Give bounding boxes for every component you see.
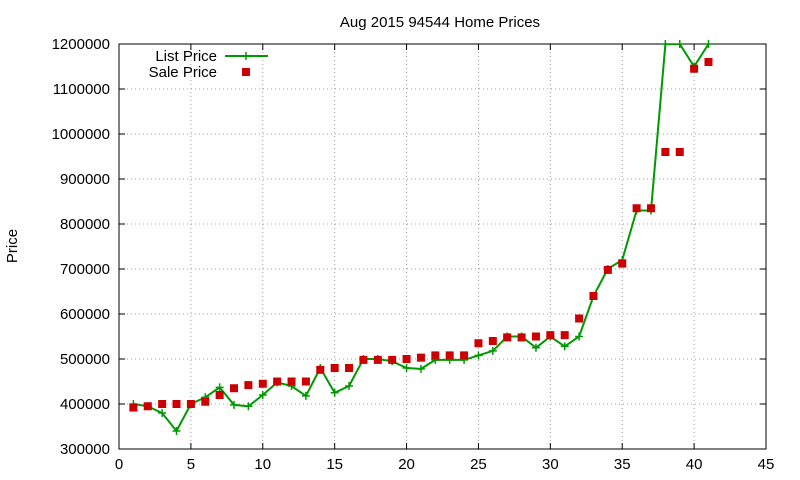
sale-price-point bbox=[704, 58, 713, 66]
sale-price-point bbox=[517, 333, 526, 342]
sale-price-point bbox=[215, 391, 224, 399]
plot-frame bbox=[118, 43, 767, 450]
sale-price-point bbox=[359, 355, 368, 364]
x-tick-label: 10 bbox=[254, 456, 271, 473]
list-price-point bbox=[402, 364, 411, 372]
plot-area bbox=[129, 40, 713, 435]
y-tick-label: 900000 bbox=[60, 171, 110, 188]
sale-price-point bbox=[646, 204, 655, 213]
x-tick-label: 40 bbox=[686, 456, 703, 473]
sale-price-point bbox=[431, 351, 440, 360]
y-tick-label: 500000 bbox=[60, 351, 110, 368]
legend-list-price-label: List Price bbox=[155, 48, 217, 65]
sale-price-point bbox=[661, 148, 670, 156]
sale-price-point bbox=[546, 331, 555, 340]
list-price-point bbox=[330, 388, 339, 397]
sale-price-point bbox=[618, 259, 627, 268]
y-tick-label: 300000 bbox=[60, 441, 110, 458]
x-tick-label: 45 bbox=[758, 456, 775, 473]
y-tick-label: 1100000 bbox=[53, 81, 110, 98]
sale-price-point bbox=[244, 381, 253, 390]
axes: 0 5 10 15 20 25 30 35 40 45 300000 400000 500000 6000… bbox=[52, 36, 775, 473]
sale-price-point bbox=[690, 64, 699, 73]
x-tick-label: 0 bbox=[115, 456, 123, 473]
list-price-point bbox=[158, 409, 167, 417]
y-tick-label: 400000 bbox=[60, 396, 110, 413]
sale-price-point bbox=[316, 365, 325, 374]
list-price-point bbox=[560, 342, 569, 351]
sale-price-point bbox=[258, 379, 267, 388]
list-price-point bbox=[345, 382, 354, 390]
sale-price-point bbox=[474, 339, 483, 348]
sale-price-point bbox=[345, 364, 354, 372]
sale-price-point bbox=[129, 403, 138, 412]
sale-price-point bbox=[488, 337, 497, 345]
sale-price-point bbox=[301, 377, 310, 386]
y-tick-label: 1000000 bbox=[52, 126, 110, 143]
legend-sale-price-label: Sale Price bbox=[149, 64, 217, 81]
sale-price-point bbox=[560, 331, 569, 340]
list-price-point bbox=[230, 400, 239, 409]
sale-price-point bbox=[445, 351, 454, 360]
sale-price-point bbox=[675, 148, 684, 156]
sale-price-point bbox=[416, 353, 425, 362]
sale-price-point bbox=[287, 377, 296, 386]
chart-title: Aug 2015 94544 Home Prices bbox=[340, 14, 540, 31]
y-tick-label: 800000 bbox=[60, 216, 110, 233]
sale-price-point bbox=[143, 402, 152, 411]
list-price-point bbox=[416, 364, 425, 373]
x-tick-label: 25 bbox=[470, 456, 487, 473]
sale-price-point bbox=[589, 292, 598, 300]
list-price-point bbox=[215, 383, 224, 392]
y-tick-label: 600000 bbox=[60, 306, 110, 323]
list-price-point bbox=[474, 351, 483, 360]
list-price-point bbox=[661, 40, 670, 48]
sale-price-point bbox=[330, 364, 339, 372]
x-tick-label: 35 bbox=[614, 456, 631, 473]
sale-price-point bbox=[531, 332, 540, 341]
x-tick-label: 20 bbox=[398, 456, 415, 473]
x-tick-label: 5 bbox=[187, 456, 195, 473]
list-price-point bbox=[531, 343, 540, 352]
list-price-point bbox=[258, 391, 267, 399]
list-price-point bbox=[301, 391, 310, 400]
y-tick-label: 1200000 bbox=[52, 36, 110, 53]
sale-price-point bbox=[373, 355, 382, 364]
sale-price-point bbox=[603, 265, 612, 274]
sale-price-point bbox=[273, 377, 282, 386]
sale-price-point bbox=[632, 204, 641, 213]
y-tick-label: 700000 bbox=[60, 261, 110, 278]
sale-price-point bbox=[402, 355, 411, 363]
list-price-point bbox=[675, 40, 684, 48]
y-axis-label: Price bbox=[4, 229, 21, 263]
sale-price-point bbox=[388, 355, 397, 364]
sale-price-point bbox=[158, 400, 167, 408]
x-tick-label: 15 bbox=[326, 456, 343, 473]
sale-price-point bbox=[201, 397, 210, 406]
sale-price-point bbox=[172, 400, 181, 408]
list-price-point bbox=[172, 427, 181, 435]
sale-price-point bbox=[575, 314, 584, 323]
grid-lines bbox=[119, 44, 766, 449]
sale-price-point bbox=[230, 384, 239, 393]
sale-price-point bbox=[503, 333, 512, 342]
x-tick-label: 30 bbox=[542, 456, 559, 473]
list-price-point bbox=[488, 346, 497, 355]
legend-sale-price-marker bbox=[242, 68, 250, 76]
sale-price-point bbox=[186, 400, 195, 408]
list-price-point bbox=[704, 40, 713, 48]
list-price-point bbox=[575, 332, 584, 341]
sale-price-point bbox=[460, 351, 469, 360]
list-price-point bbox=[244, 402, 253, 411]
